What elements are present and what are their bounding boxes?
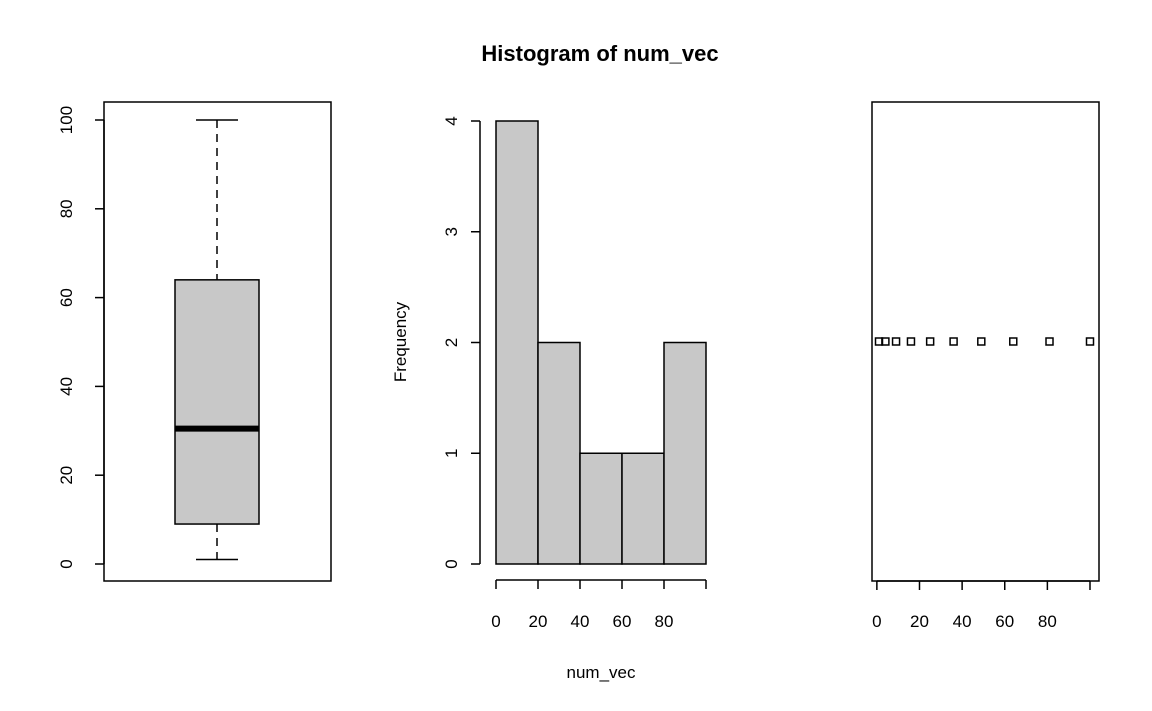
histogram-bar (537, 341, 581, 565)
scatter-point (1009, 337, 1018, 346)
histogram-x-tick-label: 20 (529, 612, 548, 631)
histogram-y-axis-title: Frequency (391, 301, 410, 382)
scatter-point (1085, 337, 1095, 346)
histogram-panel: 0 1 2 3 4 0 20 40 60 80 num_vec Frequency (391, 116, 707, 682)
histogram-bar (495, 120, 539, 565)
scatter-panel: 0 20 40 60 80 (871, 101, 1100, 631)
scatter-x-tick-label: 80 (1038, 612, 1057, 631)
histogram-bar (579, 452, 623, 565)
histogram-y-tick-label: 4 (442, 116, 461, 125)
scatter-point (925, 337, 935, 346)
scatter-point (906, 337, 916, 346)
scatter-point (891, 337, 901, 346)
scatter-x-tick-label: 40 (953, 612, 972, 631)
scatter-points (874, 337, 1095, 346)
histogram-x-tick-label: 40 (571, 612, 590, 631)
scatter-point (1045, 337, 1054, 346)
boxplot-y-tick-label: 60 (57, 288, 76, 307)
histogram-y-tick-label: 1 (442, 449, 461, 458)
scatter-x-tick-label: 60 (995, 612, 1014, 631)
boxplot-y-tick-label: 80 (57, 199, 76, 218)
chart-title: Histogram of num_vec (481, 41, 718, 66)
boxplot-y-tick-label: 20 (57, 466, 76, 485)
boxplot-box-group (174, 119, 260, 561)
histogram-x-axis: 0 20 40 60 80 (491, 579, 707, 631)
boxplot-y-axis: 0 20 40 60 80 100 (57, 106, 105, 569)
histogram-y-axis: 0 1 2 3 4 (442, 116, 481, 569)
histogram-y-tick-label: 3 (442, 227, 461, 236)
boxplot-box (174, 279, 260, 525)
histogram-bar (663, 341, 707, 565)
scatter-x-axis: 0 20 40 60 80 (872, 580, 1091, 631)
boxplot-y-tick-label: 40 (57, 377, 76, 396)
boxplot-panel: 0 20 40 60 80 100 (57, 101, 332, 582)
histogram-x-tick-label: 0 (491, 612, 500, 631)
scatter-x-tick-label: 0 (872, 612, 881, 631)
histogram-x-tick-label: 60 (613, 612, 632, 631)
histogram-bars (495, 120, 707, 565)
scatter-point (949, 337, 958, 346)
boxplot-y-tick-label: 0 (57, 559, 76, 568)
histogram-x-tick-label: 80 (655, 612, 674, 631)
histogram-x-axis-title: num_vec (567, 663, 636, 682)
scatter-point (881, 337, 890, 346)
histogram-y-tick-label: 2 (442, 338, 461, 347)
boxplot-y-tick-label: 100 (57, 106, 76, 134)
histogram-y-tick-label: 0 (442, 559, 461, 568)
scatter-x-tick-label: 20 (910, 612, 929, 631)
histogram-bar (621, 452, 665, 565)
scatter-point (977, 337, 986, 346)
